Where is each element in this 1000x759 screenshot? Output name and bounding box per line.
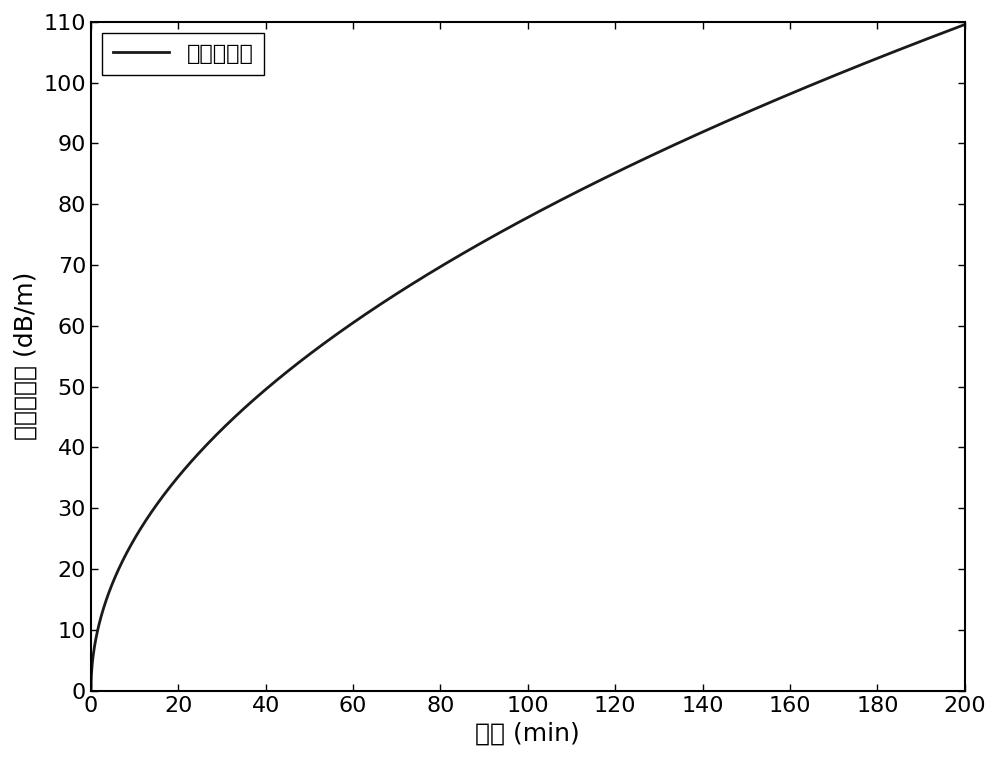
- 光暗化损耗: [130, 533, 142, 542]
- X-axis label: 时间 (min): 时间 (min): [475, 721, 580, 745]
- Line: 光暗化损耗: 光暗化损耗: [91, 24, 965, 691]
- 光暗化损耗: [773, 94, 785, 103]
- Y-axis label: 光暗化损耗 (dB/m): 光暗化损耗 (dB/m): [14, 272, 38, 440]
- 光暗化损耗: [85, 686, 97, 695]
- 光暗化损耗: [933, 30, 945, 39]
- 光暗化损耗: [959, 20, 971, 29]
- Legend: 光暗化损耗: 光暗化损耗: [102, 33, 264, 75]
- 光暗化损耗: [933, 30, 945, 39]
- 光暗化损耗: [487, 232, 499, 241]
- 光暗化损耗: [510, 219, 522, 228]
